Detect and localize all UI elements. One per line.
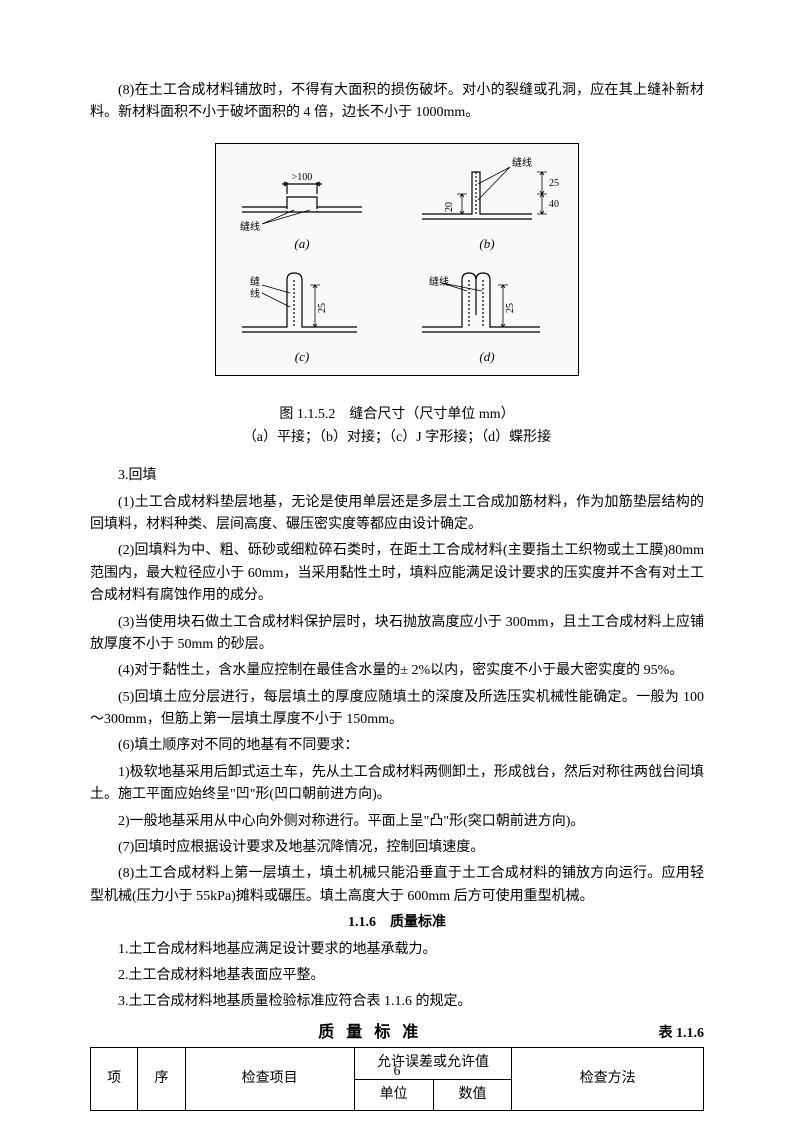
p-5: (5)回填土应分层进行，每层填土的厚度应随填土的深度及所选压实机械性能确定。一般…	[90, 687, 704, 732]
subfig-b-label: (b)	[412, 234, 562, 255]
figure-box: >100 缝线 (a)	[215, 143, 579, 377]
p-2: (2)回填料为中、粗、砾砂或细粒碎石类时，在距土工合成材料(主要指土工织物或土工…	[90, 540, 704, 607]
seam-label-c2: 线	[250, 287, 260, 300]
dim-25-c: 25	[317, 303, 328, 313]
q-1: 1.土工合成材料地基应满足设计要求的地基承载力。	[90, 939, 704, 961]
figure-caption-sub: （a）平接；（b）对接；（c）J 字形接；（d）蝶形接	[90, 427, 704, 449]
figure-row-top: >100 缝线 (a)	[232, 152, 562, 255]
subfig-a-label: (a)	[232, 234, 372, 255]
figure-1152: >100 缝线 (a)	[90, 143, 704, 449]
seam-label-b: 缝线	[512, 156, 532, 169]
intro-paragraph: (8)在土工合成材料铺放时，不得有大面积的损伤破坏。对小的裂缝或孔洞，应在其上缝…	[90, 80, 704, 125]
dim-25-b: 25	[549, 178, 559, 189]
subfig-c-label: (c)	[232, 347, 372, 368]
figure-row-bottom: 25 缝 线 (c)	[232, 255, 562, 368]
p-6b: 2)一般地基采用从中心向外侧对称进行。平面上呈"凸"形(突口朝前进方向)。	[90, 811, 704, 833]
schedule-ref: 表 1.1.6	[659, 1023, 705, 1045]
schedule-title: 质量标准	[90, 1020, 659, 1046]
p-4: (4)对于黏性土，含水量应控制在最佳含水量的± 2%以内，密实度不小于最大密实度…	[90, 660, 704, 682]
th-value: 数值	[433, 1079, 512, 1110]
seam-label-a: 缝线	[240, 220, 260, 232]
q-2: 2.土工合成材料地基表面应平整。	[90, 965, 704, 987]
p-6a: 1)极软地基采用后卸式运土车，先从土工合成材料两侧卸土，形成戗台，然后对称往两戗…	[90, 762, 704, 807]
dim-40-b: 40	[549, 199, 559, 210]
th-unit: 单位	[354, 1079, 433, 1110]
p-6: (6)填土顺序对不同的地基有不同要求：	[90, 735, 704, 757]
subfig-d-label: (d)	[412, 347, 562, 368]
q-3: 3.土工合成材料地基质量检验标准应符合表 1.1.6 的规定。	[90, 991, 704, 1013]
p-1: (1)土工合成材料垫层地基，无论是使用单层还是多层土工合成加筋材料，作为加筋垫层…	[90, 492, 704, 537]
table-title-row: 质量标准 表 1.1.6	[90, 1020, 704, 1046]
heading-backfill: 3.回填	[90, 465, 704, 487]
p-7: (7)回填时应根据设计要求及地基沉降情况，控制回填速度。	[90, 837, 704, 859]
figure-caption: 图 1.1.5.2 缝合尺寸（尺寸单位 mm）	[90, 404, 704, 426]
seam-label-c1: 缝	[250, 275, 260, 288]
subfig-d: 25 缝线 (d)	[412, 255, 562, 368]
subfig-a: >100 缝线 (a)	[232, 152, 372, 255]
p-8: (8)土工合成材料上第一层填土，填土机械只能沿垂直于土工合成材料的铺放方向运行。…	[90, 863, 704, 908]
section-116-title: 1.1.6 质量标准	[90, 912, 704, 934]
subfig-c: 25 缝 线 (c)	[232, 255, 372, 368]
dim-20-b: 20	[444, 202, 455, 212]
page-number: 6	[0, 1061, 794, 1083]
subfig-b: 25 40 缝线 20 (b)	[412, 152, 562, 255]
dim-25-d: 25	[505, 303, 516, 313]
seam-label-d: 缝线	[429, 275, 449, 288]
p-3: (3)当使用块石做土工合成材料保护层时，块石抛放高度应小于 300mm，且土工合…	[90, 612, 704, 657]
dim-100-label: >100	[292, 172, 313, 183]
